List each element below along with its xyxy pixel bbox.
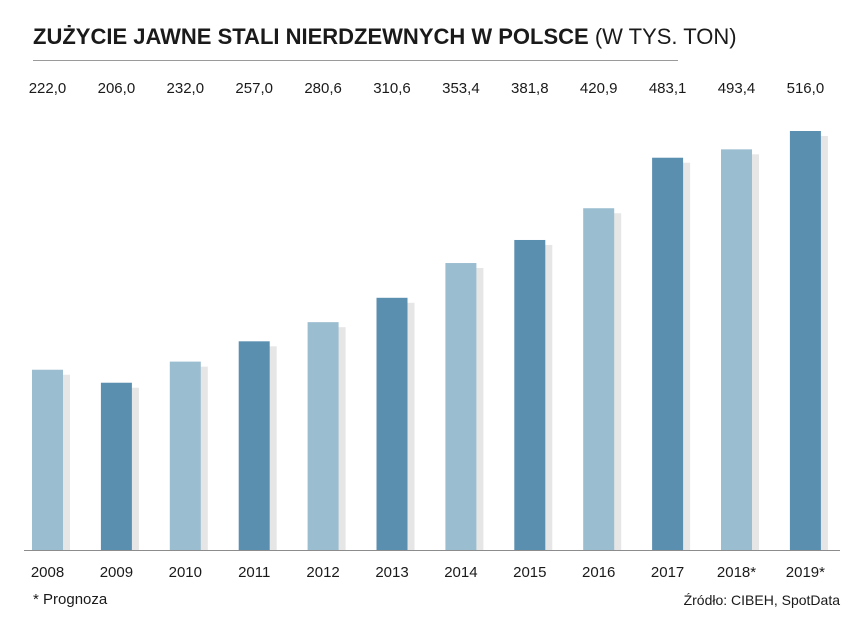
value-label: 206,0 [98,80,136,97]
x-tick-label: 2018* [717,564,756,581]
value-label: 516,0 [787,80,825,97]
bars [32,131,821,551]
x-tick-label: 2009 [100,564,133,581]
value-label: 310,6 [373,80,411,97]
bar-2015 [514,239,546,550]
forecast-footnote: * Prognoza [33,591,108,608]
bar-2009 [100,382,132,550]
chart-title-unit: (W TYS. TON) [594,24,737,49]
value-label: 222,0 [29,80,67,97]
bar-2014 [445,263,477,550]
x-tick-label: 2019* [786,564,825,581]
bar-2012 [307,322,339,550]
bar-2008 [32,369,63,550]
source-credit: Źródło: CIBEH, SpotData [683,592,840,608]
title-divider [33,60,678,61]
x-tick-label: 2014 [444,564,477,581]
value-label: 420,9 [580,80,618,97]
chart-title-main: ZUŻYCIE JAWNE STALI NIERDZEWNYCH W POLSC… [33,24,589,49]
value-label: 493,4 [718,80,756,97]
value-labels: 222,0 206,0 232,0 257,0 280,6 310,6 353,4 381,8… [29,80,824,97]
bar-2010 [169,361,201,550]
value-label: 483,1 [649,80,687,97]
x-tick-label: 2012 [306,564,339,581]
x-tick-label: 2013 [375,564,408,581]
bar-2011 [238,341,270,550]
chart-title: ZUŻYCIE JAWNE STALI NIERDZEWNYCH W POLSC… [33,24,737,50]
value-label: 353,4 [442,80,480,97]
x-tick-label: 2017 [651,564,684,581]
value-label: 232,0 [167,80,205,97]
x-tick-labels: 2008 2009 2010 2011 2012 2013 2014 2015 2016 2017… [31,564,825,581]
value-label: 381,8 [511,80,549,97]
value-label: 257,0 [235,80,273,97]
value-label: 280,6 [304,80,342,97]
bar-2018 [721,149,752,550]
x-tick-label: 2015 [513,564,546,581]
x-tick-label: 2016 [582,564,615,581]
x-tick-label: 2010 [169,564,202,581]
bar-2017 [652,157,684,550]
bar-shadows [39,136,828,551]
bar-2016 [583,208,615,551]
bar-2019 [789,131,821,550]
x-tick-label: 2008 [31,564,64,581]
bar-2013 [376,297,408,550]
x-tick-label: 2011 [238,564,270,581]
